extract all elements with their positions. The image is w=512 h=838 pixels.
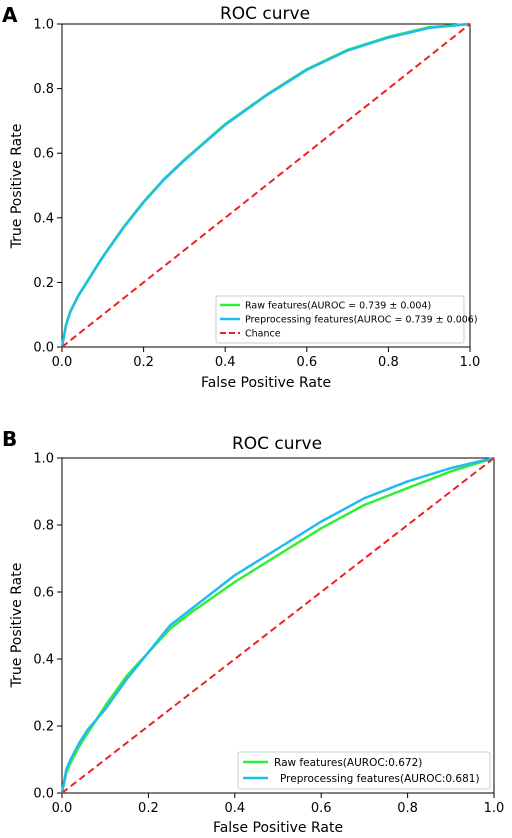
panel-a-ytick-label: 0.2 — [33, 276, 54, 291]
panel-a-ytick-label: 0.8 — [33, 82, 54, 97]
panel-a-series-chance-line — [61, 23, 471, 348]
panel-a-series-preprocessing-line — [60, 22, 471, 348]
panel-b: B ROC curve 0.0 0.2 0.4 0.6 0.8 1.00.00.20.40… — [2, 427, 504, 836]
panel-a-legend-label-raw: Raw features(AUROC = 0.739 ± 0.004) — [245, 301, 431, 312]
panel-b-xtick-label: 0.2 — [138, 801, 159, 816]
panel-b-letter: B — [2, 427, 17, 451]
panel-a: A ROC curve 0.0 0.2 0.4 0.6 0.8 1.00.00.20.40… — [2, 3, 480, 391]
panel-a-ytick-label: 0.0 — [33, 341, 54, 356]
panel-a-legend: Raw features(AUROC = 0.739 ± 0.004) Prep… — [215, 295, 478, 344]
panel-b-ytick-label: 0.8 — [33, 519, 54, 534]
panel-b-xtick-label: 0.8 — [397, 801, 418, 816]
panel-b-ytick-label: 0.2 — [33, 720, 54, 735]
panel-a-ytick-label: 0.4 — [33, 211, 54, 226]
panel-b-ytick-label: 1.0 — [33, 452, 54, 467]
panel-a-xtick-label: 1.0 — [460, 355, 481, 370]
panel-b-series — [60, 456, 495, 794]
panel-a-xtick-label: 0.0 — [52, 355, 73, 370]
panel-b-xtick-label: 0.6 — [311, 801, 332, 816]
panel-b-legend-label-raw: Raw features(AUROC:0.672) — [274, 757, 422, 769]
panel-a-xtick-label: 0.6 — [296, 355, 317, 370]
panel-b-title: ROC curve — [232, 434, 322, 454]
panel-a-plot-frame — [61, 23, 471, 348]
panel-b-series-chance-line — [61, 457, 495, 794]
panel-a-title: ROC curve — [220, 4, 310, 24]
panel-b-ylabel: True Positive Rate — [9, 563, 25, 689]
panel-a-legend-label-pre: Preprocessing features(AUROC = 0.739 ± 0… — [245, 315, 478, 326]
panel-b-legend-box — [237, 751, 491, 790]
panel-a-legend-box — [215, 295, 465, 344]
panel-a-xtick-label: 0.2 — [133, 355, 154, 370]
panel-a-xtick-label: 0.4 — [215, 355, 236, 370]
panel-b-xtick-label: 0.0 — [52, 801, 73, 816]
panel-a-ylabel: True Positive Rate — [9, 124, 25, 250]
panel-b-series-preprocessing-line — [60, 456, 495, 794]
panel-b-xtick-label: 0.4 — [224, 801, 245, 816]
panel-b-plot-frame — [61, 457, 495, 794]
panel-a-ytick-label: 0.6 — [33, 147, 54, 162]
panel-b-xlabel: False Positive Rate — [213, 820, 343, 836]
panel-b-ytick-label: 0.4 — [33, 653, 54, 668]
panel-b-xtick-label: 1.0 — [484, 801, 505, 816]
panel-a-letter: A — [2, 3, 18, 27]
panel-b-legend: Raw features(AUROC:0.672) Preprocessing … — [237, 751, 491, 790]
panel-b-ticks: 0.0 0.2 0.4 0.6 0.8 1.0 0.0 0.2 0.4 0.6 0.8 1.0 — [33, 452, 504, 817]
panel-b-legend-label-pre: Preprocessing features(AUROC:0.681) — [280, 773, 480, 785]
panel-a-xlabel: False Positive Rate — [201, 375, 331, 391]
panel-a-series — [60, 22, 471, 348]
panel-a-xtick-label: 0.8 — [378, 355, 399, 370]
panel-b-ytick-label: 0.0 — [33, 787, 54, 802]
panel-a-legend-label-chance: Chance — [245, 329, 281, 340]
panel-a-ytick-label: 1.0 — [33, 18, 54, 33]
panel-b-ytick-label: 0.6 — [33, 586, 54, 601]
panel-a-ticks: 0.0 0.2 0.4 0.6 0.8 1.0 0.0 0.2 0.4 0.6 0.8 1.0 — [33, 18, 480, 371]
